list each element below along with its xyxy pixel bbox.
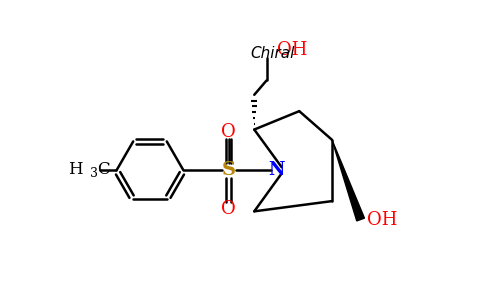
Text: OH: OH bbox=[277, 41, 307, 59]
Text: 3: 3 bbox=[90, 167, 98, 180]
Text: Chiral: Chiral bbox=[251, 46, 295, 62]
Text: O: O bbox=[221, 200, 236, 218]
Text: S: S bbox=[222, 161, 236, 179]
Polygon shape bbox=[332, 140, 364, 221]
Text: OH: OH bbox=[367, 211, 397, 229]
Text: H: H bbox=[68, 161, 82, 178]
Text: O: O bbox=[221, 123, 236, 141]
Text: C: C bbox=[97, 161, 110, 178]
Text: N: N bbox=[269, 161, 285, 179]
